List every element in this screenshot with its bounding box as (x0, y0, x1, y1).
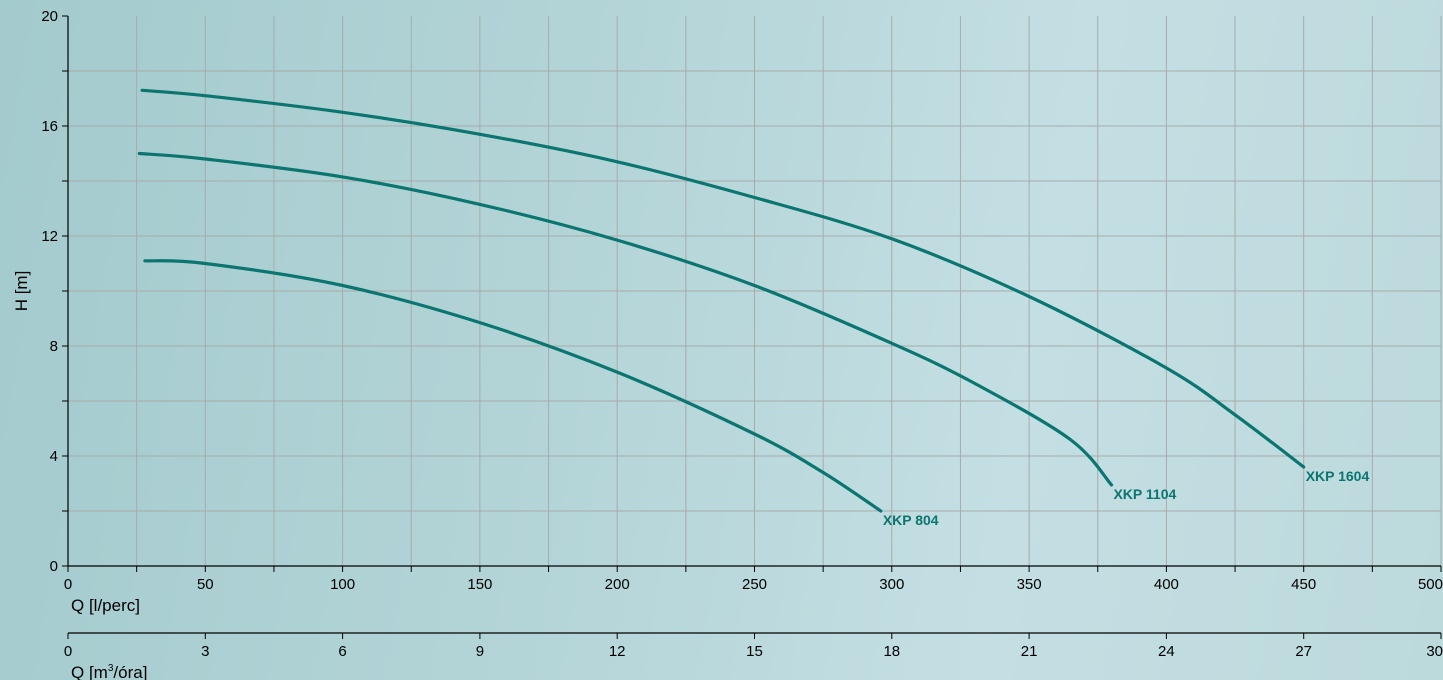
secondary-x-tick-label: 24 (1158, 643, 1175, 660)
secondary-x-tick-label: 15 (746, 643, 763, 660)
x-axis-title: Q [l/perc] (71, 596, 140, 615)
y-tick-label: 0 (50, 558, 58, 575)
secondary-x-tick-label: 18 (883, 643, 900, 660)
secondary-x-tick-label: 9 (476, 643, 484, 660)
x-tick-label: 250 (742, 576, 767, 593)
x-tick-label: 300 (879, 576, 904, 593)
y-tick-label: 12 (41, 228, 58, 245)
x-tick-label: 150 (467, 576, 492, 593)
series-label-xkp-804: XKP 804 (883, 512, 939, 528)
secondary-x-axis-title-superscript: 3 (108, 663, 114, 674)
series-line-xkp-1604 (140, 88, 1306, 469)
secondary-x-tick-label: 12 (609, 643, 626, 660)
y-tick-label: 4 (50, 448, 58, 465)
x-tick-label: 400 (1154, 576, 1179, 593)
x-tick-label: 100 (330, 576, 355, 593)
series-line-xkp-1104 (137, 151, 1114, 487)
secondary-x-tick-label: 27 (1295, 643, 1312, 660)
x-tick-label: 450 (1291, 576, 1316, 593)
x-tick-label: 50 (197, 576, 214, 593)
secondary-x-tick-label: 21 (1021, 643, 1038, 660)
secondary-x-tick-label: 3 (201, 643, 209, 660)
y-tick-label: 8 (50, 338, 58, 355)
x-tick-label: 500 (1418, 576, 1443, 593)
series-line-xkp-804 (143, 259, 883, 513)
secondary-x-tick-label: 6 (338, 643, 346, 660)
y-tick-label: 20 (41, 8, 58, 25)
y-tick-label: 16 (41, 118, 58, 135)
secondary-x-axis-title-tail: /óra] (113, 663, 147, 680)
series-label-xkp-1604: XKP 1604 (1306, 468, 1370, 484)
x-tick-label: 200 (605, 576, 630, 593)
secondary-x-axis-title-base: Q [m (71, 663, 108, 680)
secondary-x-tick-label: 30 (1426, 643, 1443, 660)
x-tick-label: 350 (1017, 576, 1042, 593)
grid-lines (68, 16, 1442, 566)
series-label-xkp-1104: XKP 1104 (1113, 486, 1176, 502)
x-tick-label: 0 (64, 576, 72, 593)
secondary-x-tick-label: 0 (64, 643, 72, 660)
y-axis-title: H [m] (12, 271, 31, 312)
secondary-x-axis-title: Q [m3/óra] (71, 663, 147, 680)
